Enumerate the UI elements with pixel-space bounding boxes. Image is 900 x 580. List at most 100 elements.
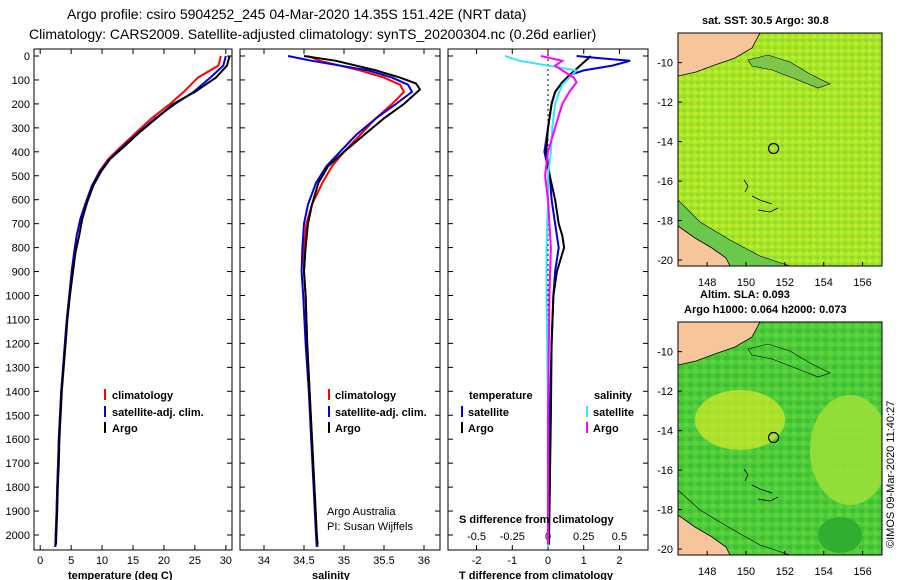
y-tick-label: 1600 — [6, 434, 30, 446]
lat-tick-label: -16 — [657, 465, 673, 477]
x-tick-label: 1 — [581, 555, 587, 567]
sst-map-title: sat. SST: 30.5 Argo: 30.8 — [702, 15, 829, 27]
salinity-xlabel: salinity — [312, 570, 351, 580]
lon-tick-label: 148 — [698, 566, 716, 578]
lon-tick-label: 154 — [815, 566, 833, 578]
x-tick-label: 10 — [96, 555, 108, 567]
lat-tick-label: -20 — [657, 255, 673, 267]
y-tick-label: 1100 — [6, 314, 30, 326]
land-png-coast — [678, 322, 761, 366]
lat-tick-label: -14 — [657, 137, 673, 149]
land-australia-coast — [678, 514, 731, 555]
legend-label-climatology: climatology — [112, 390, 174, 402]
y-tick-label: 0 — [24, 51, 30, 63]
lat-tick-label: -12 — [657, 386, 673, 398]
lat-tick-label: -10 — [657, 58, 673, 70]
lon-tick-label: 148 — [698, 277, 716, 289]
coral-islets — [743, 468, 779, 502]
y-tick-label: 1900 — [6, 506, 30, 518]
figure-title-line1: Argo profile: csiro 5904252_245 04-Mar-2… — [67, 6, 526, 22]
coral-islets — [743, 179, 779, 213]
legend-header-salinity: salinity — [594, 390, 633, 402]
x-tick-label: 30 — [220, 555, 232, 567]
salinity-panel: 34 34.5 35 35.5 36 salinity climatology sate… — [239, 48, 441, 580]
imos-credit: ©IMOS 09-Mar-2020 11:40:27 — [885, 401, 897, 548]
x-tick-label: 34.5 — [293, 555, 314, 567]
legend-label-s-satellite: satellite — [593, 407, 634, 419]
sla-low-anomaly — [818, 517, 862, 553]
legend-label-t-satellite: satellite — [468, 407, 509, 419]
x-tick-label: -2 — [472, 555, 482, 567]
y-tick-label: 1700 — [6, 458, 30, 470]
x-tick-label: 0 — [37, 555, 43, 567]
legend-label-argo: Argo — [112, 423, 138, 435]
lat-tick-label: -12 — [657, 97, 673, 109]
s-tick-label: 0.5 — [612, 531, 627, 543]
y-tick-label: 1000 — [6, 291, 30, 303]
x-tick-label: 20 — [158, 555, 170, 567]
difference-legend: temperature salinity satellite Argo sate… — [461, 390, 634, 435]
x-tick-label: 35.5 — [373, 555, 394, 567]
y-tick-label: 600 — [12, 195, 30, 207]
y-tick-label: 300 — [12, 123, 30, 135]
s-difference-axis-label: S difference from climatology — [459, 514, 615, 526]
legend-label-satellite: satellite-adj. clim. — [335, 407, 427, 419]
x-tick-label: 15 — [127, 555, 139, 567]
legend-label-t-argo: Argo — [468, 423, 494, 435]
x-tick-label: 35 — [338, 555, 350, 567]
lat-tick-label: -14 — [657, 426, 673, 438]
lon-tick-label: 154 — [815, 277, 833, 289]
series-line-temperature-argo — [545, 55, 592, 545]
y-tick-label: 700 — [12, 219, 30, 231]
y-tick-label: 1800 — [6, 482, 30, 494]
legend-label-s-argo: Argo — [593, 423, 619, 435]
x-tick-label: 0 — [545, 555, 551, 567]
sla-map-frame — [677, 321, 883, 556]
s-tick-label: -0.5 — [467, 531, 486, 543]
land-png-coast — [678, 33, 761, 77]
lat-tick-label: -18 — [657, 505, 673, 517]
temperature-legend: climatology satellite-adj. clim. Argo — [104, 389, 204, 435]
series-line-argo — [302, 55, 422, 545]
annotation-pi-name: PI: Susan Wijffels — [327, 521, 413, 533]
y-tick-label: 800 — [12, 243, 30, 255]
y-tick-label: 900 — [12, 267, 30, 279]
x-tick-label: 5 — [68, 555, 74, 567]
s-tick-label: -0.25 — [500, 531, 525, 543]
difference-panel: -2 -1 0 1 2 -0.5 -0.25 0 0.25 0.5 T difference f… — [447, 48, 649, 580]
difference-xlabel: T difference from climatology — [459, 570, 614, 580]
y-tick-label: 100 — [12, 75, 30, 87]
temperature-panel: 0100200300400500600700800900100011001200… — [6, 48, 233, 580]
x-tick-label: 36 — [418, 555, 430, 567]
lat-tick-label: -18 — [657, 216, 673, 228]
legend-label-climatology: climatology — [335, 390, 397, 402]
salinity-axes-frame — [239, 48, 441, 551]
lon-tick-label: 152 — [776, 277, 794, 289]
x-tick-label: 2 — [616, 555, 622, 567]
temperature-xlabel: temperature (deg C) — [68, 570, 173, 580]
y-tick-label: 2000 — [6, 530, 30, 542]
sst-map: sat. SST: 30.5 Argo: 30.8 -10 -12 -14 -16 -1… — [657, 15, 883, 289]
argo-float-marker — [767, 142, 780, 155]
legend-label-argo: Argo — [335, 423, 361, 435]
legend-label-satellite: satellite-adj. clim. — [112, 407, 204, 419]
y-tick-label: 200 — [12, 99, 30, 111]
y-tick-label: 500 — [12, 171, 30, 183]
reef-islands — [747, 343, 831, 378]
lon-tick-label: 152 — [776, 566, 794, 578]
legend-header-temperature: temperature — [469, 390, 533, 402]
figure-title-line2: Climatology: CARS2009. Satellite-adjuste… — [29, 26, 596, 42]
land-australia-coast — [678, 225, 731, 266]
argo-float-marker — [767, 431, 780, 444]
lat-tick-label: -20 — [657, 544, 673, 556]
series-line-argo — [55, 55, 231, 545]
sla-map-title: Altim. SLA: 0.093 — [700, 289, 790, 301]
s-tick-label: 0.25 — [573, 531, 594, 543]
lat-tick-label: -10 — [657, 347, 673, 359]
lon-tick-label: 156 — [853, 277, 871, 289]
y-tick-label: 1300 — [6, 362, 30, 374]
temperature-axes-frame — [33, 48, 233, 551]
y-tick-label: 400 — [12, 147, 30, 159]
y-tick-label: 1200 — [6, 338, 30, 350]
